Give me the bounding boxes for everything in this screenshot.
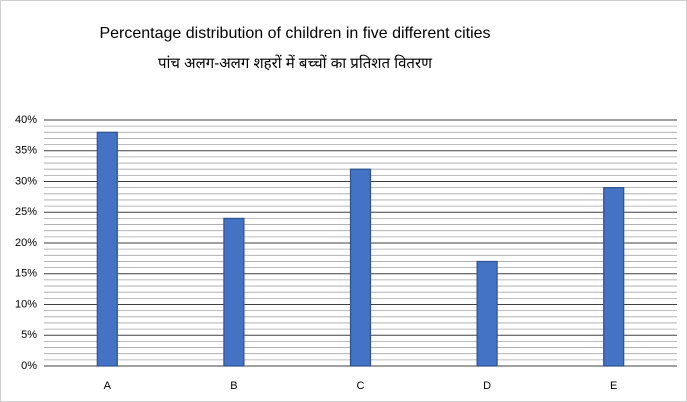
bar (476, 260, 498, 367)
y-tick-label: 0% (21, 360, 37, 372)
bar (223, 217, 245, 367)
x-tick-label: D (483, 380, 491, 392)
y-tick-label: 15% (15, 268, 37, 280)
chart-subtitle: पांच अलग-अलग शहरों में बच्चों का प्रतिशत… (158, 54, 433, 72)
bar (96, 131, 118, 367)
y-tick-label: 10% (15, 298, 37, 310)
bar (349, 168, 372, 367)
x-tick-label: E (610, 380, 617, 392)
y-tick-label: 40% (15, 114, 37, 126)
y-tick-label: 35% (15, 145, 37, 157)
bar (603, 187, 625, 367)
y-tick-label: 25% (15, 206, 37, 218)
y-tick-label: 5% (21, 329, 37, 341)
y-tick-label: 30% (15, 175, 37, 187)
x-tick-label: C (357, 380, 365, 392)
y-tick-label: 20% (15, 237, 37, 249)
x-tick-label: B (230, 380, 237, 392)
x-tick-label: A (104, 380, 112, 392)
chart-title: Percentage distribution of children in f… (99, 25, 490, 42)
